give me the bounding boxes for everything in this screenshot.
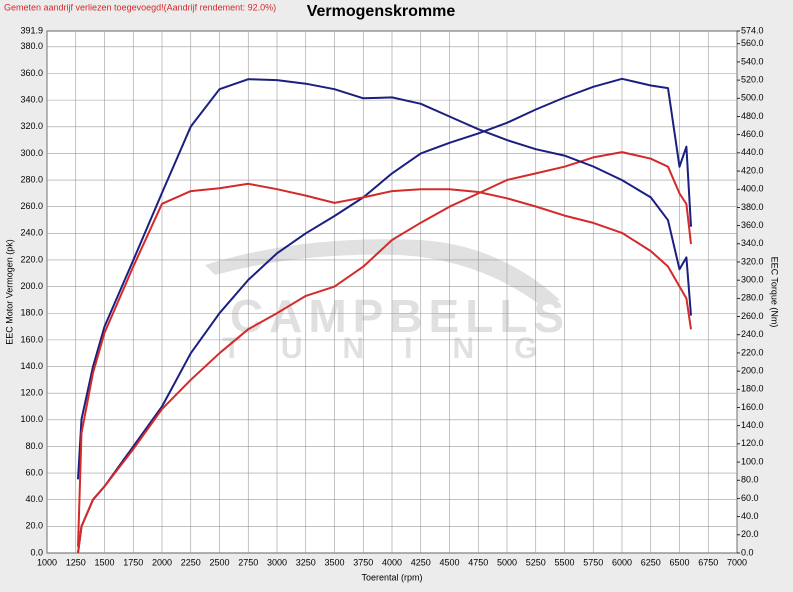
x-tick-label: 5500 [554, 557, 574, 567]
y2-tick-label: 20.0 [741, 529, 759, 539]
y2-tick-label: 200.0 [741, 365, 764, 375]
x-tick-label: 4250 [411, 557, 431, 567]
y-tick-label: 260.0 [20, 201, 43, 211]
x-tick-label: 6250 [641, 557, 661, 567]
y2-tick-label: 320.0 [741, 256, 764, 266]
y2-tick-label: 100.0 [741, 456, 764, 466]
y2-tick-label: 574.0 [741, 25, 764, 35]
x-tick-label: 5750 [583, 557, 603, 567]
x-tick-label: 3250 [296, 557, 316, 567]
y2-tick-label: 500.0 [741, 93, 764, 103]
y2-tick-label: 240.0 [741, 329, 764, 339]
y-tick-label: 80.0 [25, 441, 43, 451]
series-line [77, 78, 692, 480]
subtitle: Gemeten aandrijf verliezen toegevoegd!(A… [4, 2, 276, 12]
x-tick-label: 4500 [439, 557, 459, 567]
x-tick-label: 2000 [152, 557, 172, 567]
y-tick-label: 220.0 [20, 254, 43, 264]
x-tick-label: 4000 [382, 557, 402, 567]
y-tick-label: 391.9 [20, 25, 43, 35]
y-tick-label: 180.0 [20, 308, 43, 318]
y2-tick-label: 460.0 [741, 129, 764, 139]
y-tick-label: 160.0 [20, 334, 43, 344]
y2-tick-label: 420.0 [741, 165, 764, 175]
y-tick-label: 300.0 [20, 148, 43, 158]
x-tick-label: 3750 [353, 557, 373, 567]
y2-tick-label: 540.0 [741, 56, 764, 66]
x-tick-label: 1500 [94, 557, 114, 567]
y2-tick-label: 160.0 [741, 402, 764, 412]
y2-tick-label: 360.0 [741, 220, 764, 230]
y-tick-label: 360.0 [20, 68, 43, 78]
watermark-text: TUNING [223, 332, 578, 365]
y-tick-label: 240.0 [20, 228, 43, 238]
x-tick-label: 1250 [66, 557, 86, 567]
watermark: CAMPBELLS TUNING [205, 239, 578, 365]
y2-tick-label: 180.0 [741, 384, 764, 394]
x-axis-label: Toerental (rpm) [361, 572, 422, 582]
y2-tick-label: 280.0 [741, 293, 764, 303]
y2-tick-label: 480.0 [741, 111, 764, 121]
x-tick-label: 6750 [698, 557, 718, 567]
y2-tick-label: 40.0 [741, 511, 759, 521]
y-tick-label: 320.0 [20, 121, 43, 131]
y-tick-label: 40.0 [25, 494, 43, 504]
x-tick-label: 2500 [209, 557, 229, 567]
y2-tick-label: 560.0 [741, 38, 764, 48]
x-tick-label: 5250 [526, 557, 546, 567]
watermark-car [205, 239, 560, 305]
x-tick-label: 6000 [612, 557, 632, 567]
y-tick-label: 0.0 [30, 547, 43, 557]
y-tick-label: 140.0 [20, 361, 43, 371]
y-tick-label: 120.0 [20, 388, 43, 398]
y-tick-label: 60.0 [25, 467, 43, 477]
y2-tick-label: 400.0 [741, 184, 764, 194]
y-tick-label: 280.0 [20, 174, 43, 184]
y-tick-label: 200.0 [20, 281, 43, 291]
x-tick-label: 3000 [267, 557, 287, 567]
series-line [77, 77, 692, 554]
y2-tick-label: 440.0 [741, 147, 764, 157]
y-tick-label: 100.0 [20, 414, 43, 424]
x-tick-label: 1000 [37, 557, 57, 567]
y2-tick-label: 260.0 [741, 311, 764, 321]
y-tick-label: 20.0 [25, 521, 43, 531]
y-tick-label: 340.0 [20, 95, 43, 105]
series-line [77, 151, 692, 554]
y-tick-label: 380.0 [20, 41, 43, 51]
watermark-text: CAMPBELLS [230, 290, 570, 342]
y-axis-label: EEC Motor Vermogen (pk) [4, 239, 14, 345]
y2-tick-label: 120.0 [741, 438, 764, 448]
x-tick-label: 5000 [497, 557, 517, 567]
x-tick-label: 3500 [324, 557, 344, 567]
x-tick-label: 6500 [669, 557, 689, 567]
series-line [77, 182, 692, 547]
y2-tick-label: 520.0 [741, 74, 764, 84]
y2-tick-label: 60.0 [741, 493, 759, 503]
x-tick-label: 2750 [238, 557, 258, 567]
x-tick-label: 4750 [468, 557, 488, 567]
y2-tick-label: 300.0 [741, 275, 764, 285]
y2-tick-label: 340.0 [741, 238, 764, 248]
y2-axis-label: EEC Torque (Nm) [770, 257, 780, 328]
y2-tick-label: 380.0 [741, 202, 764, 212]
y2-tick-label: 140.0 [741, 420, 764, 430]
y2-tick-label: 80.0 [741, 475, 759, 485]
x-tick-label: 2250 [181, 557, 201, 567]
chart-title: Vermogenskromme [307, 3, 456, 20]
x-tick-label: 1750 [123, 557, 143, 567]
y2-tick-label: 0.0 [741, 547, 754, 557]
y2-tick-label: 220.0 [741, 347, 764, 357]
x-tick-label: 7000 [727, 557, 747, 567]
